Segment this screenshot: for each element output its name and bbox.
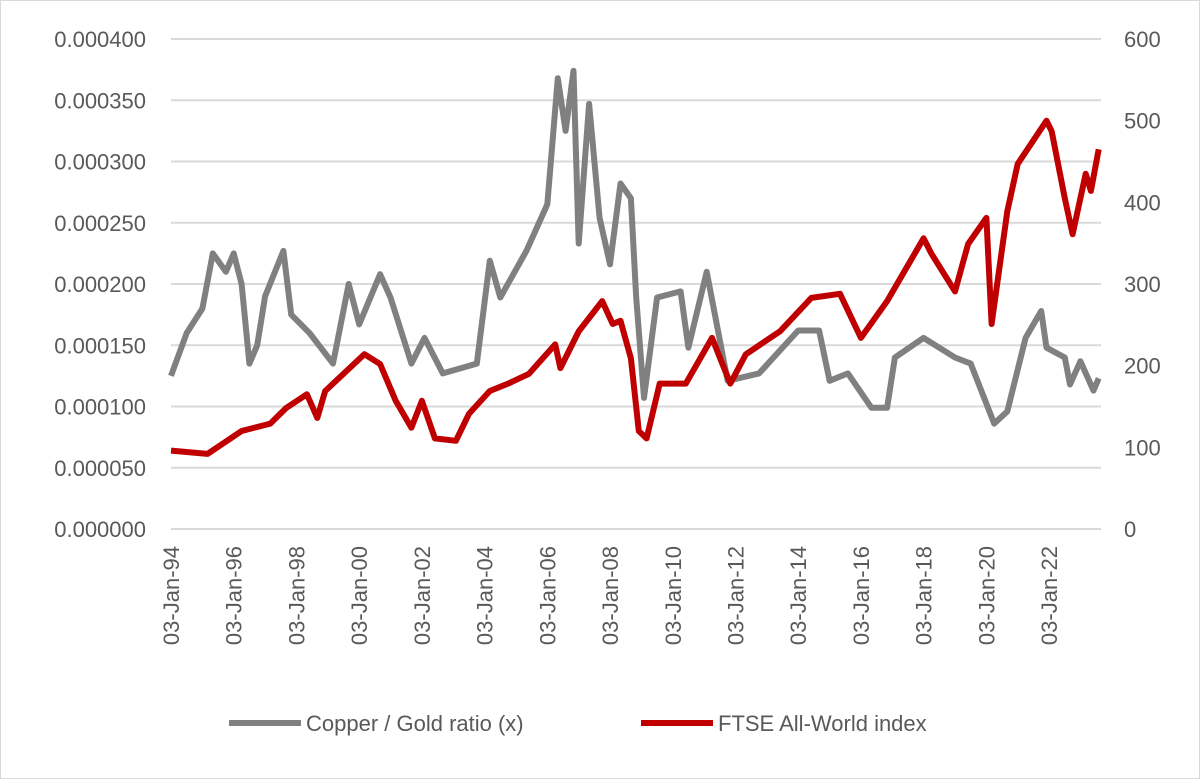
- series-line-1: [170, 117, 1102, 457]
- left-axis-ticks: 0.000000 0.000050 0.000100 0.000150 0.000200…: [54, 27, 146, 542]
- x-tick-label: 03-Jan-94: [159, 546, 184, 645]
- x-tick-label: 03-Jan-12: [723, 546, 748, 645]
- x-tick-label: 03-Jan-98: [284, 546, 309, 645]
- x-tick-label: 03-Jan-08: [598, 546, 623, 645]
- x-tick-label: 03-Jan-20: [974, 546, 999, 645]
- right-tick-label: 300: [1124, 272, 1161, 297]
- series-lines: [168, 67, 1102, 457]
- left-tick-label: 0.000250: [54, 211, 146, 236]
- left-tick-label: 0.000200: [54, 272, 146, 297]
- right-tick-label: 0: [1124, 517, 1136, 542]
- left-tick-label: 0.000400: [54, 27, 146, 52]
- right-tick-label: 200: [1124, 354, 1161, 379]
- left-tick-label: 0.000050: [54, 456, 146, 481]
- legend-label: Copper / Gold ratio (x): [306, 711, 524, 736]
- right-tick-label: 400: [1124, 190, 1161, 215]
- left-tick-label: 0.000300: [54, 150, 146, 175]
- legend-label: FTSE All-World index: [718, 711, 927, 736]
- x-tick-label: 03-Jan-02: [410, 546, 435, 645]
- x-tick-label: 03-Jan-22: [1037, 546, 1062, 645]
- x-tick-label: 03-Jan-04: [473, 546, 498, 645]
- x-tick-label: 03-Jan-10: [661, 546, 686, 645]
- left-tick-label: 0.000150: [54, 333, 146, 358]
- right-tick-label: 500: [1124, 109, 1161, 134]
- x-tick-label: 03-Jan-14: [786, 546, 811, 645]
- x-tick-label: 03-Jan-96: [222, 546, 247, 645]
- right-axis-ticks: 0 100 200 300 400 500 600: [1124, 27, 1161, 542]
- x-tick-label: 03-Jan-16: [849, 546, 874, 645]
- x-axis-ticks: 03-Jan-94 03-Jan-96 03-Jan-98 03-Jan-00 03-J…: [159, 546, 1062, 645]
- x-tick-label: 03-Jan-06: [535, 546, 560, 645]
- left-tick-label: 0.000000: [54, 517, 146, 542]
- right-tick-label: 100: [1124, 435, 1161, 460]
- legend: Copper / Gold ratio (x) FTSE All-World in…: [229, 711, 927, 736]
- series-line-0: [168, 67, 1102, 427]
- right-tick-label: 600: [1124, 27, 1161, 52]
- left-tick-label: 0.000350: [54, 88, 146, 113]
- left-tick-label: 0.000100: [54, 395, 146, 420]
- x-tick-label: 03-Jan-18: [912, 546, 937, 645]
- x-tick-label: 03-Jan-00: [347, 546, 372, 645]
